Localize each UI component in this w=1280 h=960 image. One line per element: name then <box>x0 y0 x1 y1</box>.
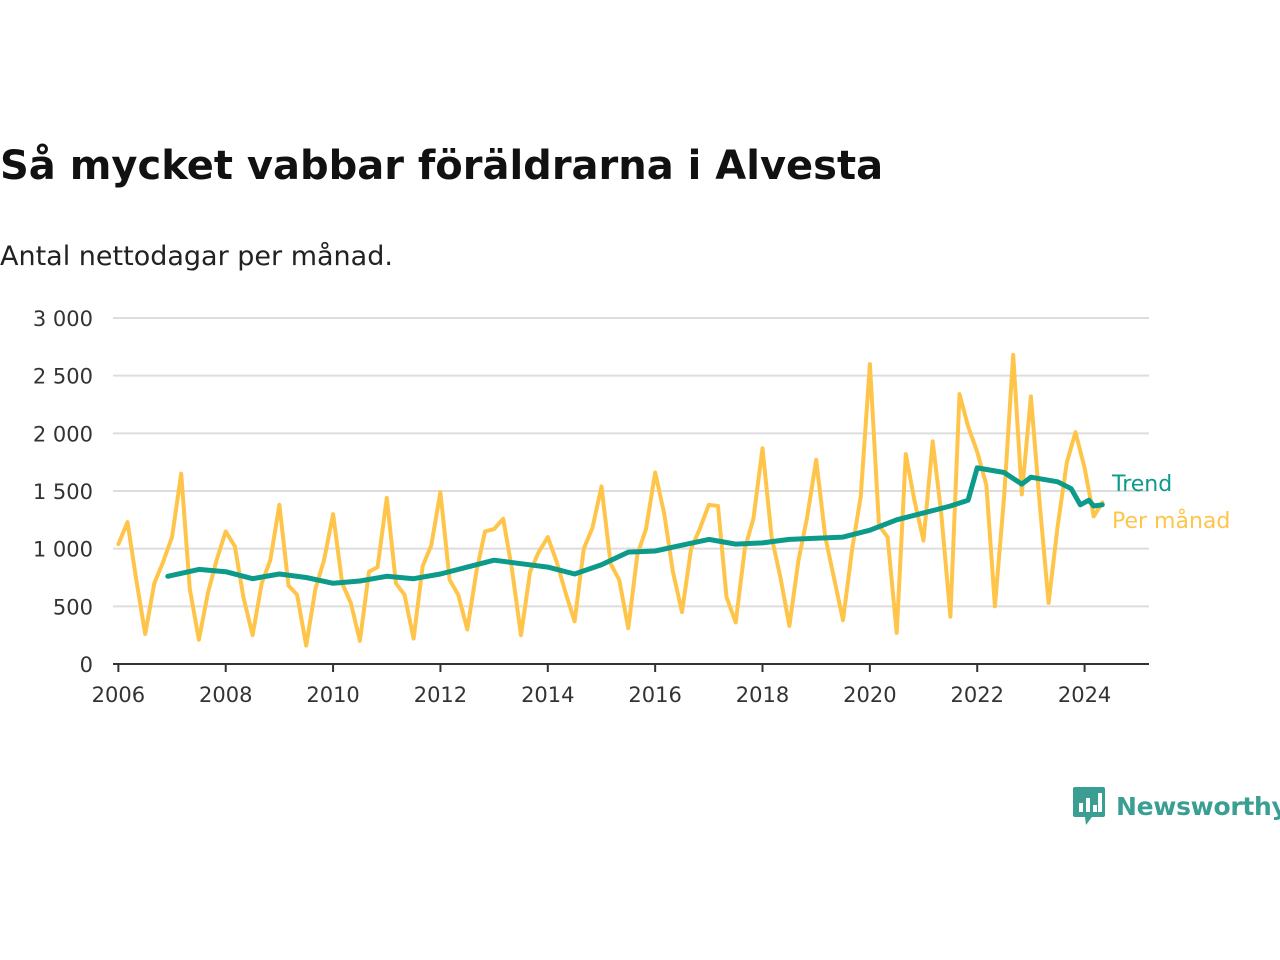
x-tick-label: 2020 <box>843 683 896 707</box>
newsworthy-logo-icon <box>1073 787 1105 825</box>
x-tick-label: 2008 <box>199 683 252 707</box>
x-axis: 2006 2008 2010 2012 2014 2016 2018 2020 2022 2024 <box>92 663 1149 707</box>
chart-series <box>116 352 1105 648</box>
chart-title: Så mycket vabbar föräldrarna i Alvesta <box>0 143 884 189</box>
series-line <box>116 352 1105 648</box>
y-tick-label: 1 500 <box>33 480 93 504</box>
y-tick-label: 1 000 <box>33 538 93 562</box>
chart-subtitle: Antal nettodagar per månad. <box>0 241 393 272</box>
series-labels: Per månad Trend <box>1111 472 1230 534</box>
series-label: Per månad <box>1112 508 1230 534</box>
x-tick-label: 2006 <box>92 683 145 707</box>
y-tick-label: 0 <box>80 653 93 677</box>
y-tick-label: 500 <box>53 595 93 619</box>
y-tick-label: 3 000 <box>33 307 93 331</box>
x-tick-label: 2010 <box>306 683 359 707</box>
x-tick-label: 2014 <box>521 683 574 707</box>
series-label: Trend <box>1111 472 1172 497</box>
newsworthy-logo: Newsworthy <box>1072 784 1280 828</box>
x-tick-label: 2022 <box>951 683 1004 707</box>
brand-name: Newsworthy <box>1116 791 1280 821</box>
x-tick-label: 2018 <box>736 683 789 707</box>
y-tick-label: 2 500 <box>33 365 93 389</box>
series-line <box>165 465 1105 586</box>
x-tick-label: 2024 <box>1058 683 1111 707</box>
x-tick-label: 2012 <box>414 683 467 707</box>
x-tick-label: 2016 <box>628 683 681 707</box>
y-tick-label: 2 000 <box>33 422 93 446</box>
y-axis-tick-labels: 0 500 1 000 1 500 2 000 2 500 3 000 <box>33 307 93 677</box>
